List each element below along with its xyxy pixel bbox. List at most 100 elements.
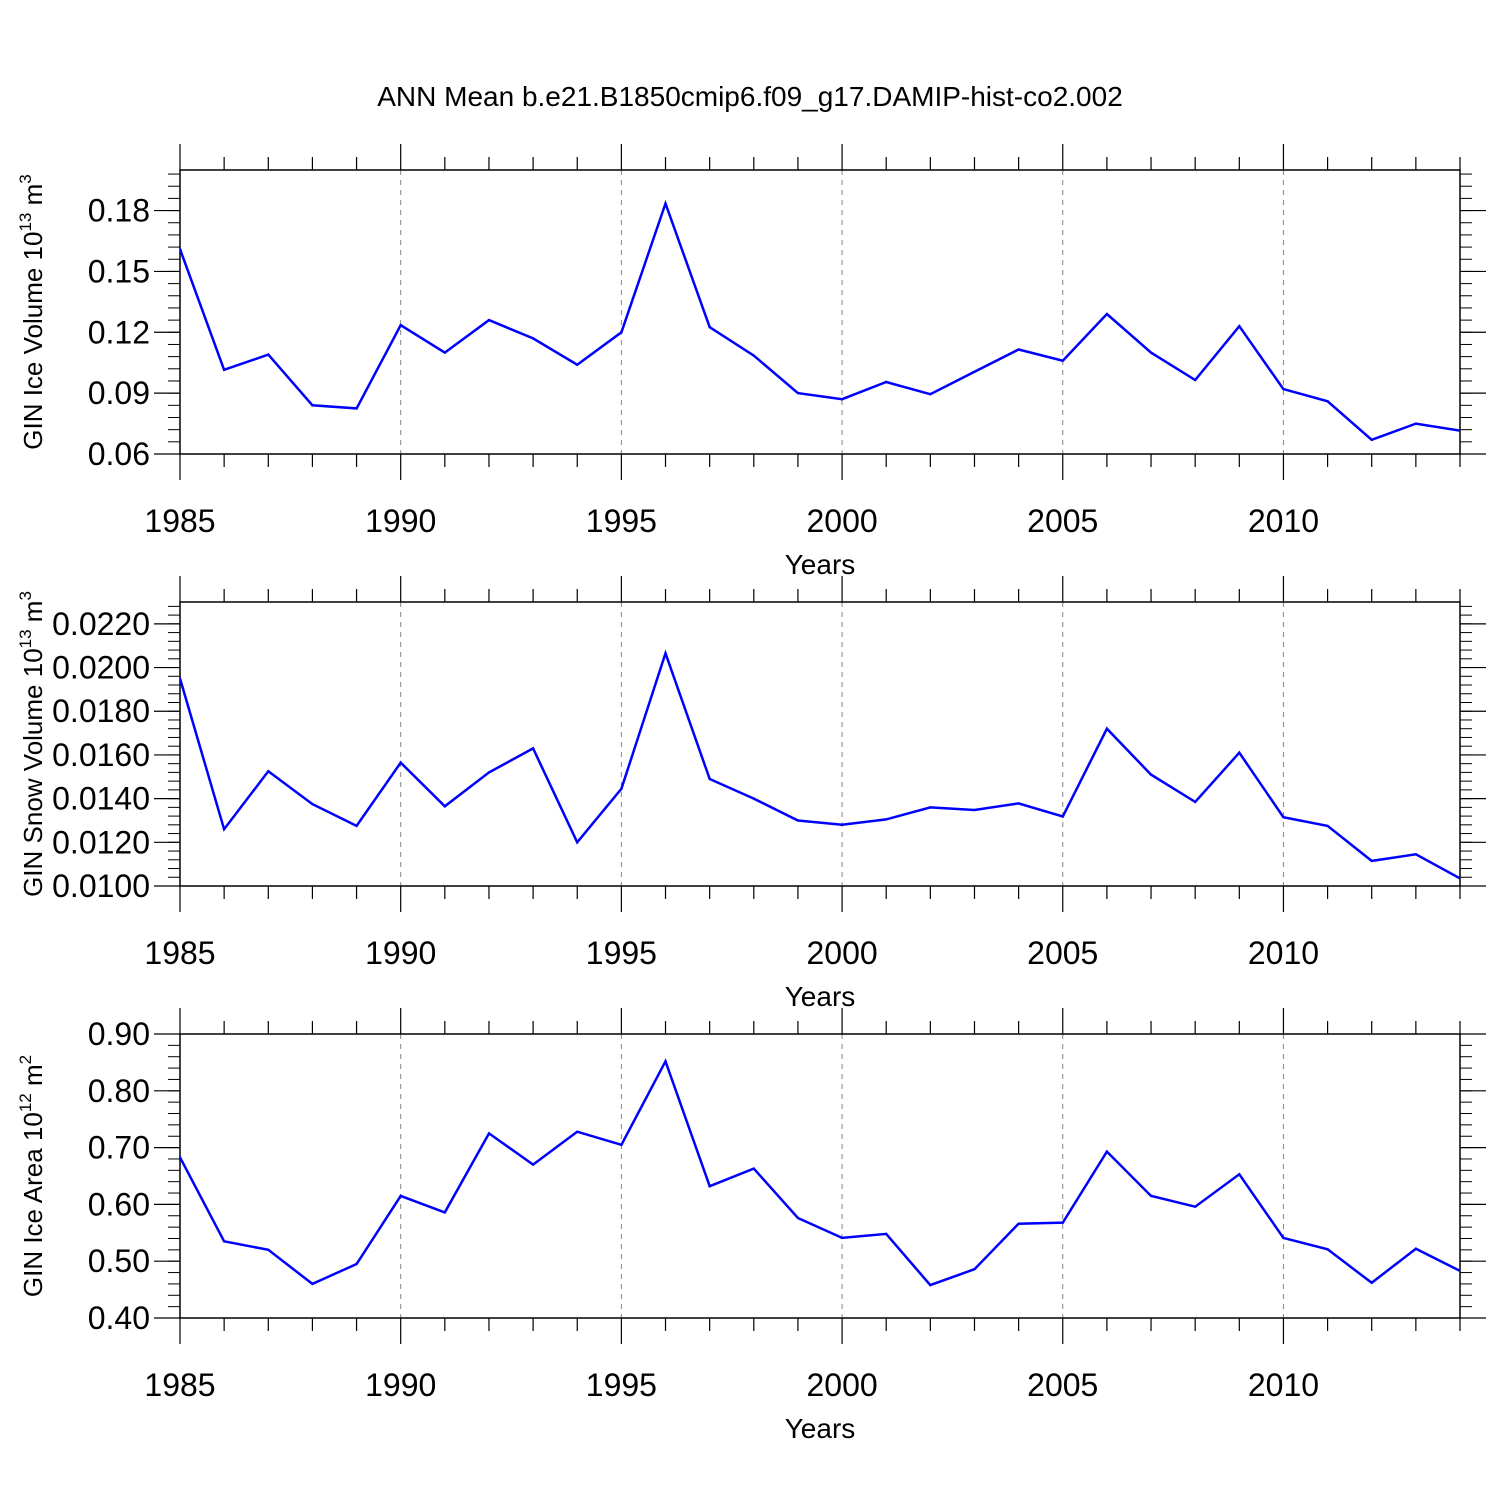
x-tick-label: 1990 bbox=[365, 503, 436, 539]
panel-2: 1985 1990 1995 2000 2005 2010 0.0100 0.0120 0.01… bbox=[16, 576, 1486, 1012]
data-point bbox=[1061, 359, 1064, 362]
data-point bbox=[752, 797, 755, 800]
data-point bbox=[664, 202, 667, 205]
data-point bbox=[267, 353, 270, 356]
data-point bbox=[1017, 802, 1020, 805]
data-point bbox=[973, 1267, 976, 1271]
x-axis-title: Years bbox=[785, 981, 856, 1012]
data-point bbox=[1458, 429, 1460, 432]
y-tick-label: 0.12 bbox=[88, 314, 150, 350]
plot-frame bbox=[179, 169, 1461, 455]
plot-frame bbox=[179, 601, 1461, 887]
y-tick-label: 0.09 bbox=[88, 375, 150, 411]
data-point bbox=[1282, 1236, 1285, 1240]
data-point bbox=[355, 1262, 358, 1266]
y-axis-title-superscript: 13 bbox=[16, 629, 35, 648]
y-tick-label: 0.0220 bbox=[52, 606, 150, 642]
data-point bbox=[1238, 1173, 1241, 1176]
data-point bbox=[1282, 815, 1285, 819]
data-point bbox=[796, 391, 800, 395]
data-point bbox=[355, 407, 358, 410]
y-tick-label: 0.06 bbox=[88, 436, 150, 472]
y-tick-label: 0.40 bbox=[88, 1300, 150, 1336]
y-tick-label: 0.0160 bbox=[52, 737, 150, 773]
y-tick-label: 0.0180 bbox=[52, 693, 150, 729]
y-axis-title-text: GIN Ice Volume 10 bbox=[18, 232, 48, 450]
data-point bbox=[1238, 325, 1241, 328]
data-point bbox=[1370, 859, 1373, 863]
data-point bbox=[222, 828, 226, 831]
y-tick-label: 0.90 bbox=[88, 1016, 150, 1052]
y-tick-label: 0.60 bbox=[88, 1186, 150, 1222]
y-tick-label: 0.50 bbox=[88, 1243, 150, 1279]
x-tick-label: 1995 bbox=[586, 503, 657, 539]
plot-frame bbox=[179, 1033, 1461, 1319]
data-point bbox=[1105, 1150, 1109, 1153]
data-point bbox=[531, 337, 535, 340]
data-point bbox=[840, 823, 844, 827]
data-point bbox=[576, 363, 579, 366]
y-axis-title-text: GIN Ice Area 10 bbox=[18, 1112, 48, 1297]
data-point bbox=[1193, 800, 1197, 804]
x-tick-label: 2000 bbox=[806, 503, 877, 539]
data-point bbox=[1061, 1221, 1064, 1224]
data-point bbox=[796, 1216, 800, 1220]
data-point bbox=[222, 368, 226, 372]
data-point bbox=[1370, 438, 1373, 441]
data-point bbox=[885, 1232, 888, 1236]
data-point bbox=[708, 777, 711, 781]
data-point bbox=[752, 354, 755, 357]
y-tick-label: 0.70 bbox=[88, 1130, 150, 1166]
panel-3: 1985 1990 1995 2000 2005 2010 0.40 0.50 0.60 0.70… bbox=[16, 1008, 1486, 1444]
data-point bbox=[1149, 1194, 1153, 1198]
data-point bbox=[311, 404, 314, 407]
x-tick-label: 1990 bbox=[365, 935, 436, 971]
data-point bbox=[1017, 348, 1020, 351]
data-point bbox=[1414, 422, 1418, 425]
data-point bbox=[664, 652, 667, 655]
data-point bbox=[267, 770, 270, 773]
x-tick-label: 2005 bbox=[1027, 1367, 1098, 1403]
data-point bbox=[973, 370, 976, 374]
data-point bbox=[1061, 815, 1064, 818]
data-point bbox=[620, 331, 623, 334]
data-point bbox=[443, 351, 447, 354]
data-point bbox=[1149, 351, 1153, 354]
data-point bbox=[576, 1130, 579, 1133]
data-point bbox=[1193, 378, 1197, 382]
x-tick-label: 2005 bbox=[1027, 935, 1098, 971]
data-point bbox=[1458, 877, 1460, 880]
y-tick-label: 0.0120 bbox=[52, 824, 150, 860]
data-point bbox=[487, 318, 491, 322]
data-point bbox=[531, 1163, 535, 1166]
data-point bbox=[752, 1167, 755, 1170]
data-point bbox=[1238, 751, 1241, 754]
data-point bbox=[399, 761, 402, 764]
data-point bbox=[840, 398, 844, 401]
data-point bbox=[267, 1248, 270, 1252]
data-point bbox=[311, 802, 314, 806]
y-axis-title-superscript: 3 bbox=[16, 174, 35, 183]
data-point bbox=[399, 323, 402, 327]
y-tick-label: 0.0200 bbox=[52, 650, 150, 686]
x-axis-title: Years bbox=[785, 1413, 856, 1444]
x-tick-label: 1985 bbox=[144, 503, 215, 539]
plots-container: 1985 1990 1995 2000 2005 2010 0.06 0.09 0.12 0.15… bbox=[16, 144, 1486, 1444]
x-tick-label: 1990 bbox=[365, 1367, 436, 1403]
data-point bbox=[1282, 387, 1285, 391]
data-point bbox=[399, 1194, 402, 1198]
y-tick-label: 0.0140 bbox=[52, 781, 150, 817]
series-line bbox=[180, 649, 1460, 880]
data-point bbox=[1193, 1205, 1197, 1208]
y-axis-title: GIN Ice Area 1012 m2 bbox=[16, 1055, 48, 1297]
y-tick-label: 0.15 bbox=[88, 253, 150, 289]
y-axis-title-text: m bbox=[18, 184, 48, 213]
data-point bbox=[1414, 853, 1418, 856]
y-tick-label: 0.0100 bbox=[52, 868, 150, 904]
y-axis-title-text: GIN Snow Volume 10 bbox=[18, 648, 48, 897]
panel-1: 1985 1990 1995 2000 2005 2010 0.06 0.09 0.12 0.15… bbox=[16, 144, 1486, 580]
data-point bbox=[708, 1185, 711, 1188]
x-tick-label: 1995 bbox=[586, 935, 657, 971]
data-point bbox=[1326, 824, 1329, 828]
